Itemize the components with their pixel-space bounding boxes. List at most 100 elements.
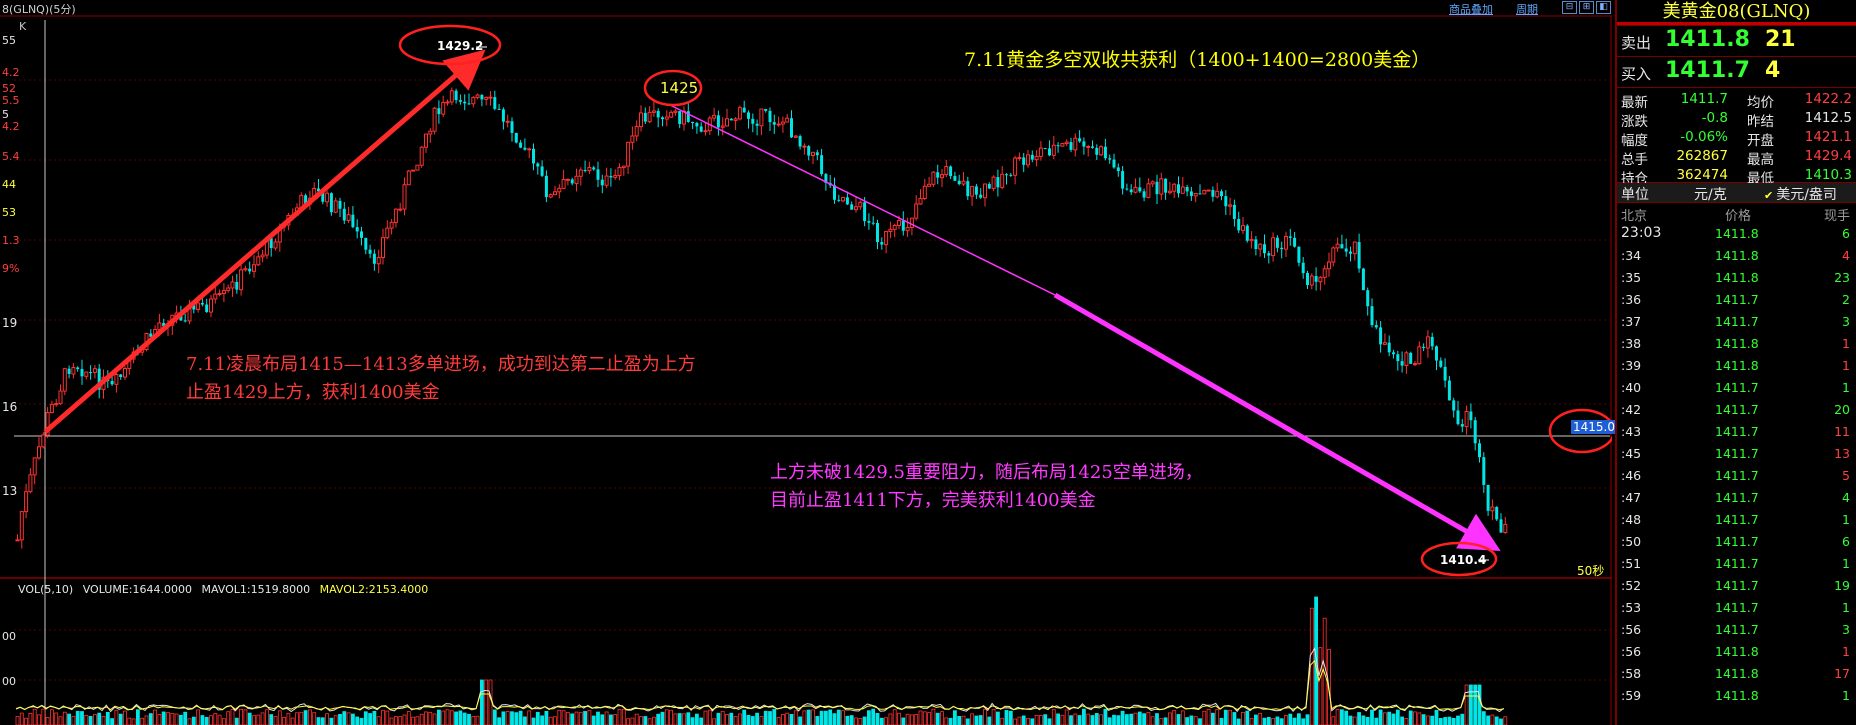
candle-body bbox=[1297, 246, 1301, 263]
mavol2-line bbox=[15, 659, 1504, 711]
tick-row[interactable]: :35 1411.8 23 bbox=[1617, 267, 1856, 289]
volume-bar bbox=[540, 715, 544, 725]
volume-bar bbox=[815, 715, 820, 725]
volume-bars bbox=[15, 596, 1508, 725]
candle-body bbox=[1073, 137, 1078, 151]
candle-body bbox=[1456, 410, 1460, 425]
layout-button[interactable]: ◧ bbox=[1596, 1, 1611, 14]
candle-body bbox=[661, 117, 664, 120]
volume-bar bbox=[1215, 709, 1220, 725]
volume-bar bbox=[110, 718, 114, 725]
volume-bar bbox=[1438, 718, 1443, 725]
tick-row[interactable]: :56 1411.8 1 bbox=[1617, 641, 1856, 663]
price-line-label[interactable]: 1415.0 bbox=[1571, 420, 1617, 434]
candle-body bbox=[28, 474, 33, 493]
volume-bar bbox=[1236, 718, 1241, 725]
tick-row[interactable]: :47 1411.7 4 bbox=[1617, 487, 1856, 509]
overlay-link[interactable]: 商品叠加 bbox=[1449, 3, 1493, 16]
volume-bar bbox=[312, 712, 317, 725]
tick-row[interactable]: :37 1411.7 3 bbox=[1617, 311, 1856, 333]
candle-body bbox=[544, 175, 548, 198]
candle-body bbox=[1082, 141, 1086, 147]
left-fragment: 55 bbox=[2, 34, 16, 47]
chart-area[interactable]: 8(GLNQ)(5分) 商品叠加 周期 ⊟ ⊞ ◧ 55 4.2 52 5.5 … bbox=[0, 0, 1617, 725]
candle-body bbox=[1361, 268, 1365, 291]
tick-row[interactable]: :48 1411.7 1 bbox=[1617, 509, 1856, 531]
unit-toggle[interactable]: ✔ 美元/盎司 bbox=[1764, 184, 1837, 204]
tick-row[interactable]: :58 1411.8 17 bbox=[1617, 663, 1856, 685]
tick-qty: 3 bbox=[1842, 622, 1850, 637]
candle-body bbox=[669, 111, 674, 118]
candle-body bbox=[501, 109, 505, 122]
tick-list[interactable]: 23:03 1411.8 6:34 1411.8 4:35 1411.8 23:36 1411… bbox=[1617, 223, 1856, 707]
tick-row[interactable]: :43 1411.7 11 bbox=[1617, 421, 1856, 443]
tick-row[interactable]: :42 1411.7 20 bbox=[1617, 399, 1856, 421]
candle-body bbox=[1379, 327, 1383, 345]
candle-body bbox=[613, 175, 618, 178]
volume-bar bbox=[419, 713, 424, 725]
candle-body bbox=[239, 269, 244, 291]
volume-bar bbox=[1211, 712, 1215, 725]
tick-row[interactable]: :53 1411.7 1 bbox=[1617, 597, 1856, 619]
volume-bar bbox=[991, 709, 996, 725]
volume-bar bbox=[243, 709, 248, 725]
buy-price: 1411.7 bbox=[1665, 58, 1750, 83]
candle-body bbox=[1293, 237, 1297, 247]
price-line-circle bbox=[1548, 408, 1612, 454]
candle-body bbox=[1499, 519, 1503, 533]
zoom-in-button[interactable]: ⊞ bbox=[1579, 1, 1594, 14]
k-marker: K bbox=[19, 20, 27, 33]
tick-row[interactable]: :34 1411.8 4 bbox=[1617, 245, 1856, 267]
volume-bar bbox=[501, 711, 506, 725]
candle-body bbox=[200, 302, 204, 305]
volume-bar bbox=[1133, 712, 1138, 725]
cycle-link[interactable]: 周期 bbox=[1516, 3, 1538, 16]
tick-row[interactable]: :59 1411.8 1 bbox=[1617, 685, 1856, 707]
volume-bar bbox=[729, 712, 734, 725]
tick-price: 1411.7 bbox=[1715, 468, 1759, 483]
tick-row[interactable]: :56 1411.7 3 bbox=[1617, 619, 1856, 641]
buy-row[interactable]: 买入 1411.7 4 bbox=[1617, 57, 1856, 88]
candle-body bbox=[149, 333, 153, 337]
stat-value: 1412.5 bbox=[1804, 110, 1852, 126]
tick-row[interactable]: :40 1411.7 1 bbox=[1617, 377, 1856, 399]
candle-body bbox=[854, 206, 858, 211]
volume-bar bbox=[1112, 714, 1116, 725]
candle-body bbox=[1478, 443, 1481, 458]
tick-row[interactable]: :39 1411.8 1 bbox=[1617, 355, 1856, 377]
volume-bar bbox=[811, 709, 815, 725]
candle-body bbox=[1116, 167, 1120, 172]
candle-body bbox=[1327, 261, 1331, 270]
volume-bar bbox=[15, 716, 20, 725]
volume-bar bbox=[1043, 714, 1048, 725]
candle-body bbox=[1447, 380, 1451, 401]
volume-bar bbox=[402, 714, 407, 725]
candle-body bbox=[664, 116, 669, 120]
tick-row[interactable]: 23:03 1411.8 6 bbox=[1617, 223, 1856, 245]
tick-row[interactable]: :46 1411.7 5 bbox=[1617, 465, 1856, 487]
candle-body bbox=[600, 179, 604, 186]
tick-row[interactable]: :38 1411.8 1 bbox=[1617, 333, 1856, 355]
tick-qty: 1 bbox=[1842, 600, 1850, 615]
volume-bar bbox=[71, 715, 76, 725]
candle-body bbox=[1022, 157, 1026, 165]
long-trade-note: 7.11凌晨布局1415—1413多单进场，成功到达第二止盈为上方 止盈1429… bbox=[186, 351, 696, 407]
sell-row[interactable]: 卖出 1411.8 21 bbox=[1617, 26, 1856, 57]
tick-row[interactable]: :50 1411.7 6 bbox=[1617, 531, 1856, 553]
zoom-out-button[interactable]: ⊟ bbox=[1562, 1, 1577, 14]
tick-row[interactable]: :51 1411.7 1 bbox=[1617, 553, 1856, 575]
volume-bar bbox=[875, 713, 880, 725]
tick-row[interactable]: :36 1411.7 2 bbox=[1617, 289, 1856, 311]
volume-bar bbox=[260, 712, 265, 725]
candle-body bbox=[24, 491, 29, 513]
tick-price: 1411.8 bbox=[1715, 248, 1759, 263]
candlestick-chart-svg[interactable] bbox=[0, 0, 1612, 725]
volume-bar bbox=[1245, 710, 1250, 725]
tick-qty: 4 bbox=[1842, 490, 1850, 505]
candle-body bbox=[845, 197, 849, 205]
tick-row[interactable]: :52 1411.7 19 bbox=[1617, 575, 1856, 597]
stats-block: 最新 1411.7 均价 1422.2 涨跌 -0.8 昨结 1412.5 幅度 -0.06% 开盘… bbox=[1617, 88, 1856, 187]
volume-bar bbox=[1486, 715, 1490, 725]
candle-body bbox=[970, 185, 975, 197]
tick-row[interactable]: :45 1411.7 13 bbox=[1617, 443, 1856, 465]
